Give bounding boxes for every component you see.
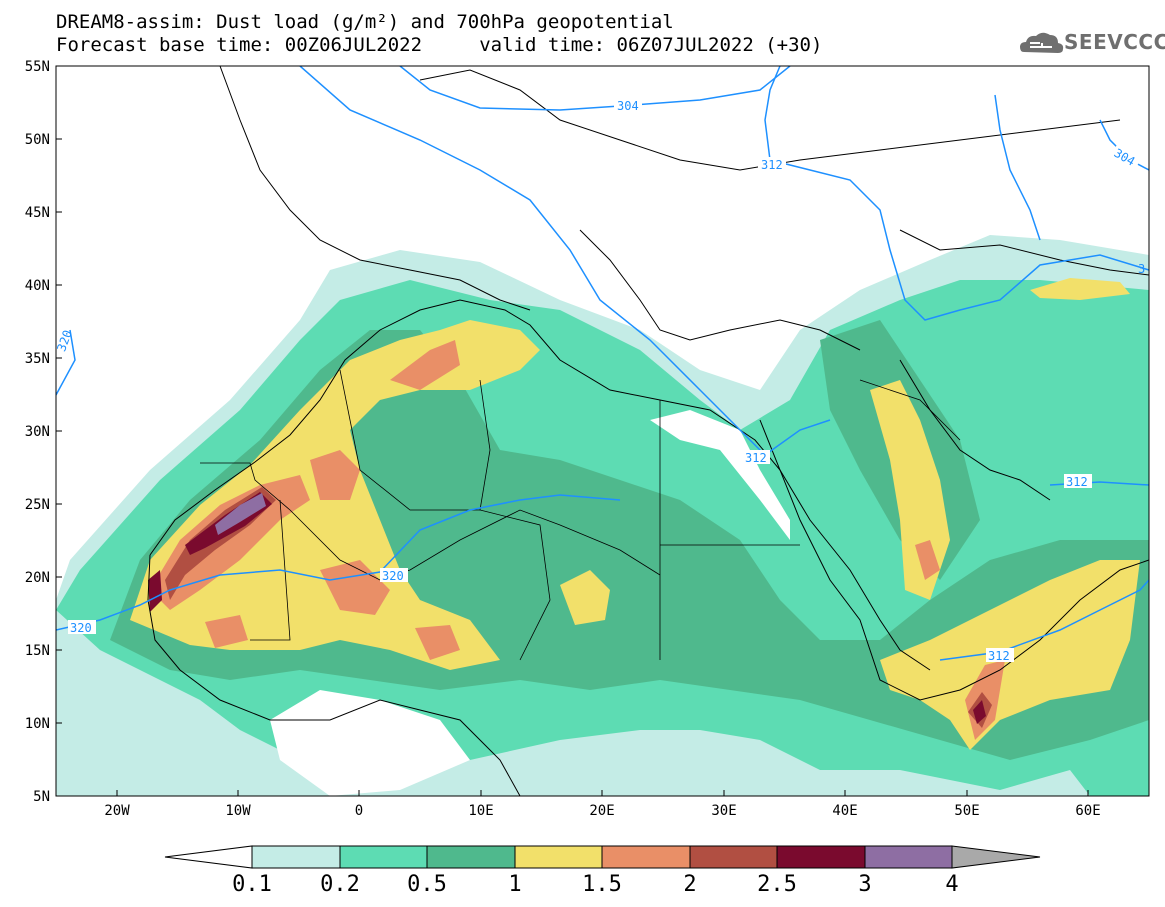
colorbar-bin <box>864 845 953 869</box>
lon-label: 10W <box>225 803 251 819</box>
dust-level-5-chad <box>415 625 460 660</box>
colorbar-tick-label: 1 <box>508 872 522 897</box>
dust-level-5-arabia <box>915 540 940 580</box>
lat-label: 10N <box>25 716 50 732</box>
lon-label: 0 <box>355 803 363 819</box>
forecast-times: Forecast base time: 00Z06JUL2022 valid t… <box>56 34 823 56</box>
lon-label: 30E <box>711 803 736 819</box>
lat-label: 40N <box>25 278 50 294</box>
colorbar-tick-label: 4 <box>945 872 959 897</box>
dust-level-7-coast <box>148 570 162 612</box>
dust-level-5 <box>150 475 310 610</box>
cloud-logo-icon <box>1020 32 1064 53</box>
dust-level-8 <box>215 493 266 535</box>
contour-label: 320 <box>382 569 404 583</box>
contour-label: 312 <box>745 451 767 465</box>
coastlines <box>147 66 1149 796</box>
lon-label: 60E <box>1075 803 1100 819</box>
colorbar-tick-label: 0.2 <box>320 872 360 897</box>
lat-label: 15N <box>25 643 50 659</box>
contour-label: 312 <box>1066 475 1088 489</box>
contour-label: 312 <box>761 158 783 172</box>
contour-label: 320 <box>54 328 75 353</box>
contour-label: 312 <box>988 649 1010 663</box>
dust-level-7-somalia <box>973 700 986 724</box>
colorbar <box>164 845 1041 869</box>
clear-area-egypt <box>650 410 790 540</box>
colorbar-tick-label: 0.5 <box>407 872 447 897</box>
lon-label: 20E <box>589 803 614 819</box>
colorbar-bin <box>776 845 866 869</box>
lat-label: 20N <box>25 570 50 586</box>
contour-label: 3 <box>1138 262 1145 276</box>
dust-level-5-algeria <box>310 450 360 500</box>
clear-area-sahel <box>270 690 470 796</box>
map-title: DREAM8-assim: Dust load (g/m²) and 700hP… <box>56 11 674 33</box>
dust-level-5-tunisia <box>390 340 460 390</box>
lon-label: 40E <box>832 803 857 819</box>
lat-label: 50N <box>25 132 50 148</box>
contour-label: 304 <box>617 99 639 113</box>
lat-label: 25N <box>25 497 50 513</box>
colorbar-bin <box>689 845 778 869</box>
lat-label: 5N <box>33 789 50 805</box>
dust-level-4-caspian <box>1030 278 1130 300</box>
colorbar-tick-label: 2 <box>683 872 697 897</box>
colorbar-tick-label: 1.5 <box>582 872 622 897</box>
lat-label: 45N <box>25 205 50 221</box>
colorbar-bin <box>601 845 691 869</box>
logo-text: SEEVCCC <box>1064 30 1165 54</box>
dust-level-3 <box>110 330 1149 760</box>
lon-label: 10E <box>468 803 493 819</box>
lat-label: 55N <box>25 59 50 75</box>
lon-label: 20W <box>104 803 130 819</box>
colorbar-bin <box>514 845 603 869</box>
lat-label: 35N <box>25 351 50 367</box>
colorbar-tick-label: 2.5 <box>757 872 797 897</box>
dust-level-5-mali <box>205 615 248 648</box>
colorbar-bin <box>339 845 428 869</box>
country-borders <box>200 369 961 661</box>
latitude-labels: 55N 50N 45N 40N 35N 30N 25N 20N 15N 10N … <box>25 59 50 805</box>
colorbar-bin <box>426 845 516 869</box>
contour-label: 320 <box>70 621 92 635</box>
lon-label: 50E <box>954 803 979 819</box>
colorbar-low-triangle <box>164 845 253 869</box>
tick-marks <box>56 65 1089 796</box>
colorbar-bin <box>251 845 341 869</box>
longitude-labels: 20W 10W 0 10E 20E 30E 40E 50E 60E <box>104 803 1100 819</box>
colorbar-tick-label: 0.1 <box>232 872 272 897</box>
colorbar-tick-label: 3 <box>858 872 872 897</box>
lat-label: 30N <box>25 424 50 440</box>
colorbar-high-triangle <box>951 845 1041 869</box>
contour-labels: 304 312 304 320 312 312 320 320 312 3 <box>54 98 1145 663</box>
dust-level-4-chad <box>560 570 610 625</box>
